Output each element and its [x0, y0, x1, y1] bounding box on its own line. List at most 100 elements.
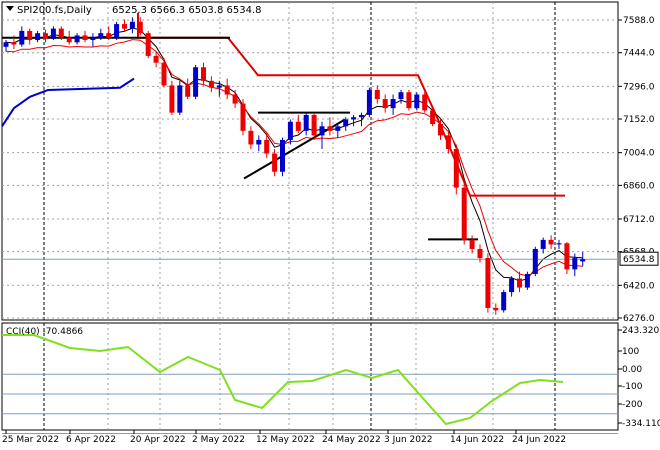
candle-body — [406, 92, 412, 109]
candle-body — [524, 273, 530, 288]
candle-body — [11, 42, 17, 45]
cci-tick-label: -100 — [622, 382, 643, 392]
candle-body — [311, 114, 317, 136]
candle-body — [366, 89, 372, 115]
candle-body — [445, 135, 451, 150]
candle-body — [106, 33, 112, 38]
cci-tick-label: 0.00 — [622, 365, 642, 375]
candle-body — [114, 24, 120, 38]
candle-body — [185, 85, 191, 97]
candle-body — [335, 126, 341, 131]
price-tick-label: 6276.0 — [623, 314, 655, 324]
candle-body — [129, 21, 135, 29]
candle-body — [216, 85, 222, 88]
candle-body — [280, 139, 285, 172]
candle-body — [501, 292, 507, 311]
trailing-stop-line — [137, 12, 565, 197]
candle-body — [169, 85, 175, 113]
price-tick-label: 6420.0 — [623, 281, 655, 291]
candle-body — [19, 30, 25, 45]
candle-body — [232, 94, 238, 104]
candlesticks — [3, 17, 586, 315]
candle-body — [430, 110, 436, 125]
candle-body — [540, 239, 546, 249]
candle-body — [43, 33, 48, 39]
candle-body — [532, 248, 538, 274]
candle-body — [422, 94, 428, 111]
support-line — [1, 77, 135, 127]
price-tick-label: 7296.0 — [623, 82, 655, 92]
dropdown-triangle-icon[interactable] — [6, 6, 14, 11]
cci-tick-label: -334.110 — [622, 419, 660, 429]
ohlc-values: 6525.3 6566.3 6503.8 6534.8 — [112, 5, 262, 16]
candle-body — [177, 85, 183, 113]
candle-body — [137, 21, 143, 34]
candle-body — [98, 33, 104, 38]
chart-axes: 7588.0 7444.0 7296.0 7152.0 7004.0 6860.0 6712… — [2, 16, 660, 445]
candle-body — [485, 258, 491, 309]
candle-body — [477, 248, 483, 259]
candle-body — [461, 187, 467, 240]
current-price-label: 6534.8 — [623, 255, 655, 265]
candle-body — [264, 139, 270, 154]
date-label: 24 May 2022 — [322, 435, 381, 445]
candle-body — [295, 121, 301, 131]
price-tick-label: 7004.0 — [623, 149, 655, 159]
candle-body — [382, 99, 388, 109]
candle-body — [58, 28, 64, 38]
candle-body — [208, 80, 214, 88]
candle-body — [343, 119, 349, 127]
chart-header: SPI200.fs,Daily 6525.3 6566.3 6503.8 653… — [6, 5, 262, 16]
cci-tick-label: -200 — [622, 400, 643, 410]
candle-body — [3, 42, 9, 47]
indicator-frame — [1, 322, 619, 431]
candle-body — [414, 94, 420, 109]
cci-tick-label: 243.3203 — [622, 326, 660, 336]
candle-body — [572, 258, 578, 270]
candle-body — [327, 126, 333, 131]
chart-grid — [1, 1, 619, 431]
candle-body — [201, 67, 206, 81]
main-frame — [1, 1, 619, 321]
candle-body — [193, 67, 199, 97]
candle-body — [453, 149, 459, 188]
candle-body — [359, 114, 364, 118]
date-label: 20 Apr 2022 — [130, 435, 186, 445]
candle-body — [517, 278, 522, 288]
candle-body — [248, 130, 254, 145]
price-tick-label: 6712.0 — [623, 215, 655, 225]
candle-body — [351, 117, 357, 120]
candle-body — [90, 37, 96, 40]
candle-body — [390, 99, 396, 109]
candle-body — [153, 55, 159, 63]
candle-body — [438, 124, 443, 136]
date-label: 14 Jun 2022 — [450, 435, 504, 445]
candle-body — [556, 243, 562, 245]
symbol-label: SPI200.fs,Daily — [17, 5, 92, 16]
price-tick-label: 7152.0 — [623, 115, 655, 125]
candle-body — [256, 139, 262, 145]
date-label: 25 Mar 2022 — [2, 435, 59, 445]
candle-body — [319, 126, 325, 136]
candle-body — [374, 89, 380, 100]
candle-body — [580, 259, 586, 262]
cci-label: CCI(40) -70.4866 — [6, 327, 83, 337]
candle-body — [548, 239, 554, 245]
candle-body — [272, 153, 278, 172]
slow-ma-line — [5, 39, 583, 277]
date-label: 24 Jun 2022 — [512, 435, 566, 445]
candle-body — [161, 62, 167, 86]
candle-body — [66, 37, 72, 43]
candle-body — [27, 30, 33, 40]
date-label: 12 May 2022 — [256, 435, 315, 445]
cci-line — [2, 334, 564, 426]
candle-body — [509, 278, 515, 293]
candle-body — [145, 33, 151, 56]
chart-overlays — [1, 12, 618, 282]
candle-body — [240, 103, 246, 131]
candle-body — [224, 85, 230, 95]
candle-body — [287, 121, 293, 140]
date-label: 3 Jun 2022 — [384, 435, 432, 445]
candle-body — [74, 35, 80, 43]
